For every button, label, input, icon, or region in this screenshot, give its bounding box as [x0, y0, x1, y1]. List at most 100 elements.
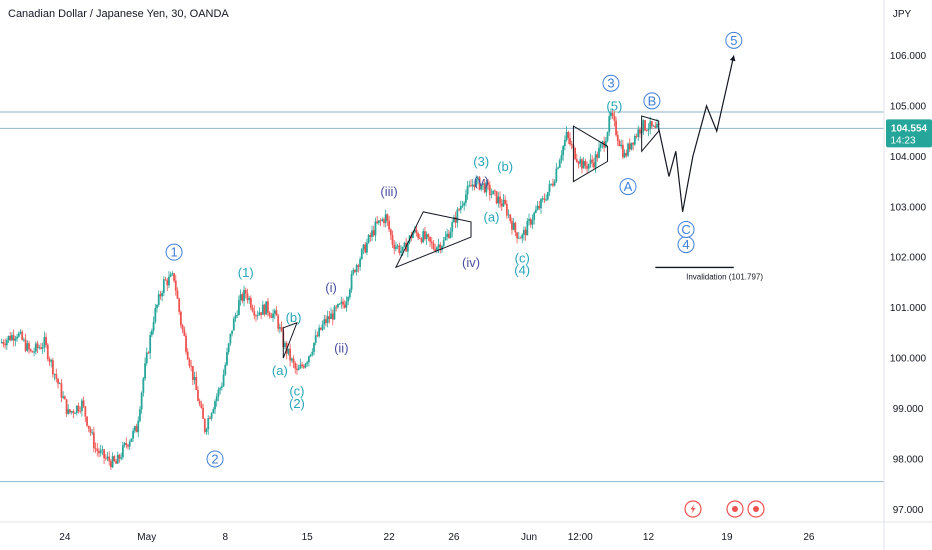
candle-body: [425, 234, 428, 240]
candle-body: [557, 167, 559, 169]
x-tick-label: 12:00: [568, 532, 593, 543]
wave-label-circle: [206, 450, 224, 468]
candle-body: [523, 229, 525, 235]
candle-body: [364, 244, 367, 253]
candle-body: [63, 396, 66, 400]
candle-body: [550, 183, 553, 185]
candle-body: [639, 129, 641, 134]
candle-body: [43, 337, 46, 348]
candle-body: [357, 265, 360, 267]
candle-body: [11, 335, 13, 341]
price-axis[interactable]: JPY 106.000 105.000 104.000 103.000 102.000 10…: [883, 0, 927, 550]
candle-body: [52, 360, 54, 375]
candle-body: [558, 160, 561, 168]
candle-body: [115, 460, 117, 464]
event-dot-center: [732, 506, 738, 512]
candle-body: [471, 184, 474, 187]
candle-body: [202, 407, 204, 419]
candle-body: [511, 221, 513, 230]
candle-body: [267, 301, 269, 313]
candle-body: [321, 324, 324, 330]
candle-body: [524, 229, 527, 236]
candle-body: [111, 456, 114, 468]
candle-body: [309, 354, 312, 357]
candle-body: [161, 293, 164, 297]
wave-label: (4): [514, 262, 530, 277]
candle-body: [166, 280, 169, 286]
candle-body: [589, 159, 592, 165]
candle-body: [362, 244, 365, 250]
candle-body: [113, 456, 116, 461]
candle-body: [205, 429, 208, 432]
candle-body: [306, 362, 309, 364]
candle-body: [369, 235, 372, 237]
candlesticks: [0, 108, 660, 470]
candle-body: [563, 140, 566, 147]
invalidation-level: Invalidation (101.797): [655, 266, 763, 281]
candle-body: [398, 245, 401, 253]
candle-body: [372, 230, 375, 236]
candle-body: [521, 234, 524, 239]
candle-body: [256, 315, 259, 316]
candle-body: [500, 203, 503, 207]
candle-body: [2, 342, 5, 345]
candle-body: [504, 199, 507, 204]
candle-body: [570, 144, 573, 145]
candle-body: [587, 164, 590, 169]
candle-body: [67, 409, 70, 414]
candle-body: [239, 294, 242, 301]
candle-body: [342, 301, 344, 305]
candle-body: [72, 411, 75, 414]
candle-body: [336, 304, 339, 308]
candle-body: [261, 304, 264, 315]
candle-body: [313, 342, 315, 352]
candle-body: [99, 450, 102, 454]
candle-body: [74, 413, 76, 414]
candle-body: [488, 184, 491, 195]
candle-body: [287, 348, 290, 354]
candle-body: [193, 377, 196, 380]
candle-body: [84, 406, 87, 417]
candle-body: [514, 222, 517, 233]
candle-body: [540, 199, 542, 209]
candle-body: [490, 194, 493, 196]
candle-body: [354, 269, 356, 273]
candle-body: [516, 232, 518, 239]
candle-body: [635, 135, 638, 137]
candle-body: [347, 297, 350, 302]
candle-body: [388, 220, 390, 230]
candle-body: [437, 244, 440, 248]
candle-body: [459, 206, 462, 210]
candle-body: [229, 333, 232, 344]
candle-body: [331, 313, 334, 320]
lightning-glyph: [690, 504, 696, 514]
candle-body: [325, 319, 327, 323]
candle-body: [91, 432, 94, 434]
candle-body: [480, 184, 483, 190]
candle-body: [453, 217, 455, 223]
candle-body: [348, 289, 351, 298]
y-tick-label: 101.000: [890, 303, 927, 314]
candle-body: [86, 416, 88, 426]
candle-body: [345, 301, 348, 308]
candle-body: [69, 409, 71, 413]
event-markers[interactable]: [684, 500, 765, 518]
wave-label: (ii): [334, 341, 348, 356]
chart-title: Canadian Dollar / Japanese Yen, 30, OAND…: [8, 8, 229, 20]
candle-body: [50, 360, 53, 362]
candle-body: [386, 214, 389, 221]
candle-body: [314, 335, 317, 343]
candle-body: [258, 312, 261, 316]
candle-body: [649, 121, 652, 129]
candle-body: [652, 125, 655, 127]
candle-body: [22, 339, 25, 341]
candle-body: [330, 313, 332, 320]
candle-body: [391, 234, 394, 245]
candle-body: [147, 352, 150, 354]
candle-body: [94, 447, 97, 449]
candle-body: [217, 389, 220, 397]
wave-label: C: [681, 222, 690, 237]
time-axis[interactable]: 24 May 8 15 22 26 Jun 12:00 12 19 26: [0, 521, 932, 543]
